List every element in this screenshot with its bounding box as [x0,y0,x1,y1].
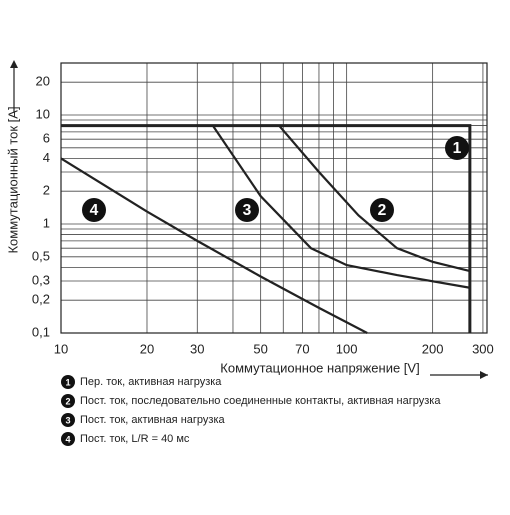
x-tick-label: 200 [422,341,444,356]
series-badge [370,198,394,222]
y-tick-label: 2 [43,183,50,198]
series-badge [61,375,75,389]
series-line [278,124,471,273]
series-badge-label: 2 [378,202,387,219]
y-tick-label: 1 [43,215,50,230]
series-badge [61,432,75,446]
series-badge [445,136,469,160]
series-badge [82,198,106,222]
series-badge-label: 4 [65,434,71,444]
series-line [60,157,368,334]
legend-label: Пер. ток, активная нагрузка [80,376,222,388]
legend-label: Пост. ток, L/R = 40 мс [80,433,190,445]
series-line [61,124,472,333]
y-tick-label: 0,2 [32,292,50,307]
series-badge-label: 1 [65,377,70,387]
y-tick-label: 6 [43,131,50,146]
series-badge-label: 3 [243,202,252,219]
series-badge-label: 3 [65,415,70,425]
x-tick-label: 70 [295,341,309,356]
x-tick-label: 50 [253,341,267,356]
y-axis-arrowhead [10,60,18,68]
series-badge [235,198,259,222]
legend-label: Пост. ток, последовательно соединенные к… [80,395,441,407]
x-tick-label: 10 [54,341,68,356]
y-tick-label: 0,5 [32,248,50,263]
x-tick-label: 20 [140,341,154,356]
x-tick-label: 300 [472,341,494,356]
x-tick-label: 30 [190,341,204,356]
series-line [211,124,471,289]
y-tick-label: 0,3 [32,272,50,287]
series-badge [61,413,75,427]
series-badge-label: 2 [65,396,70,406]
series-badge-label: 4 [90,202,99,219]
x-tick-label: 100 [336,341,358,356]
y-tick-label: 10 [36,106,50,121]
plot-frame [60,62,488,334]
series-badge [61,394,75,408]
y-tick-label: 20 [36,74,50,89]
y-axis-label: Коммутационный ток [A] [5,106,20,253]
legend-label: Пост. ток, активная нагрузка [80,414,225,426]
x-axis-label: Коммутационное напряжение [V] [220,360,419,375]
series-badge-label: 1 [453,140,462,157]
y-tick-label: 0,1 [32,324,50,339]
y-tick-label: 4 [43,150,50,165]
x-axis-arrowhead [480,371,488,379]
